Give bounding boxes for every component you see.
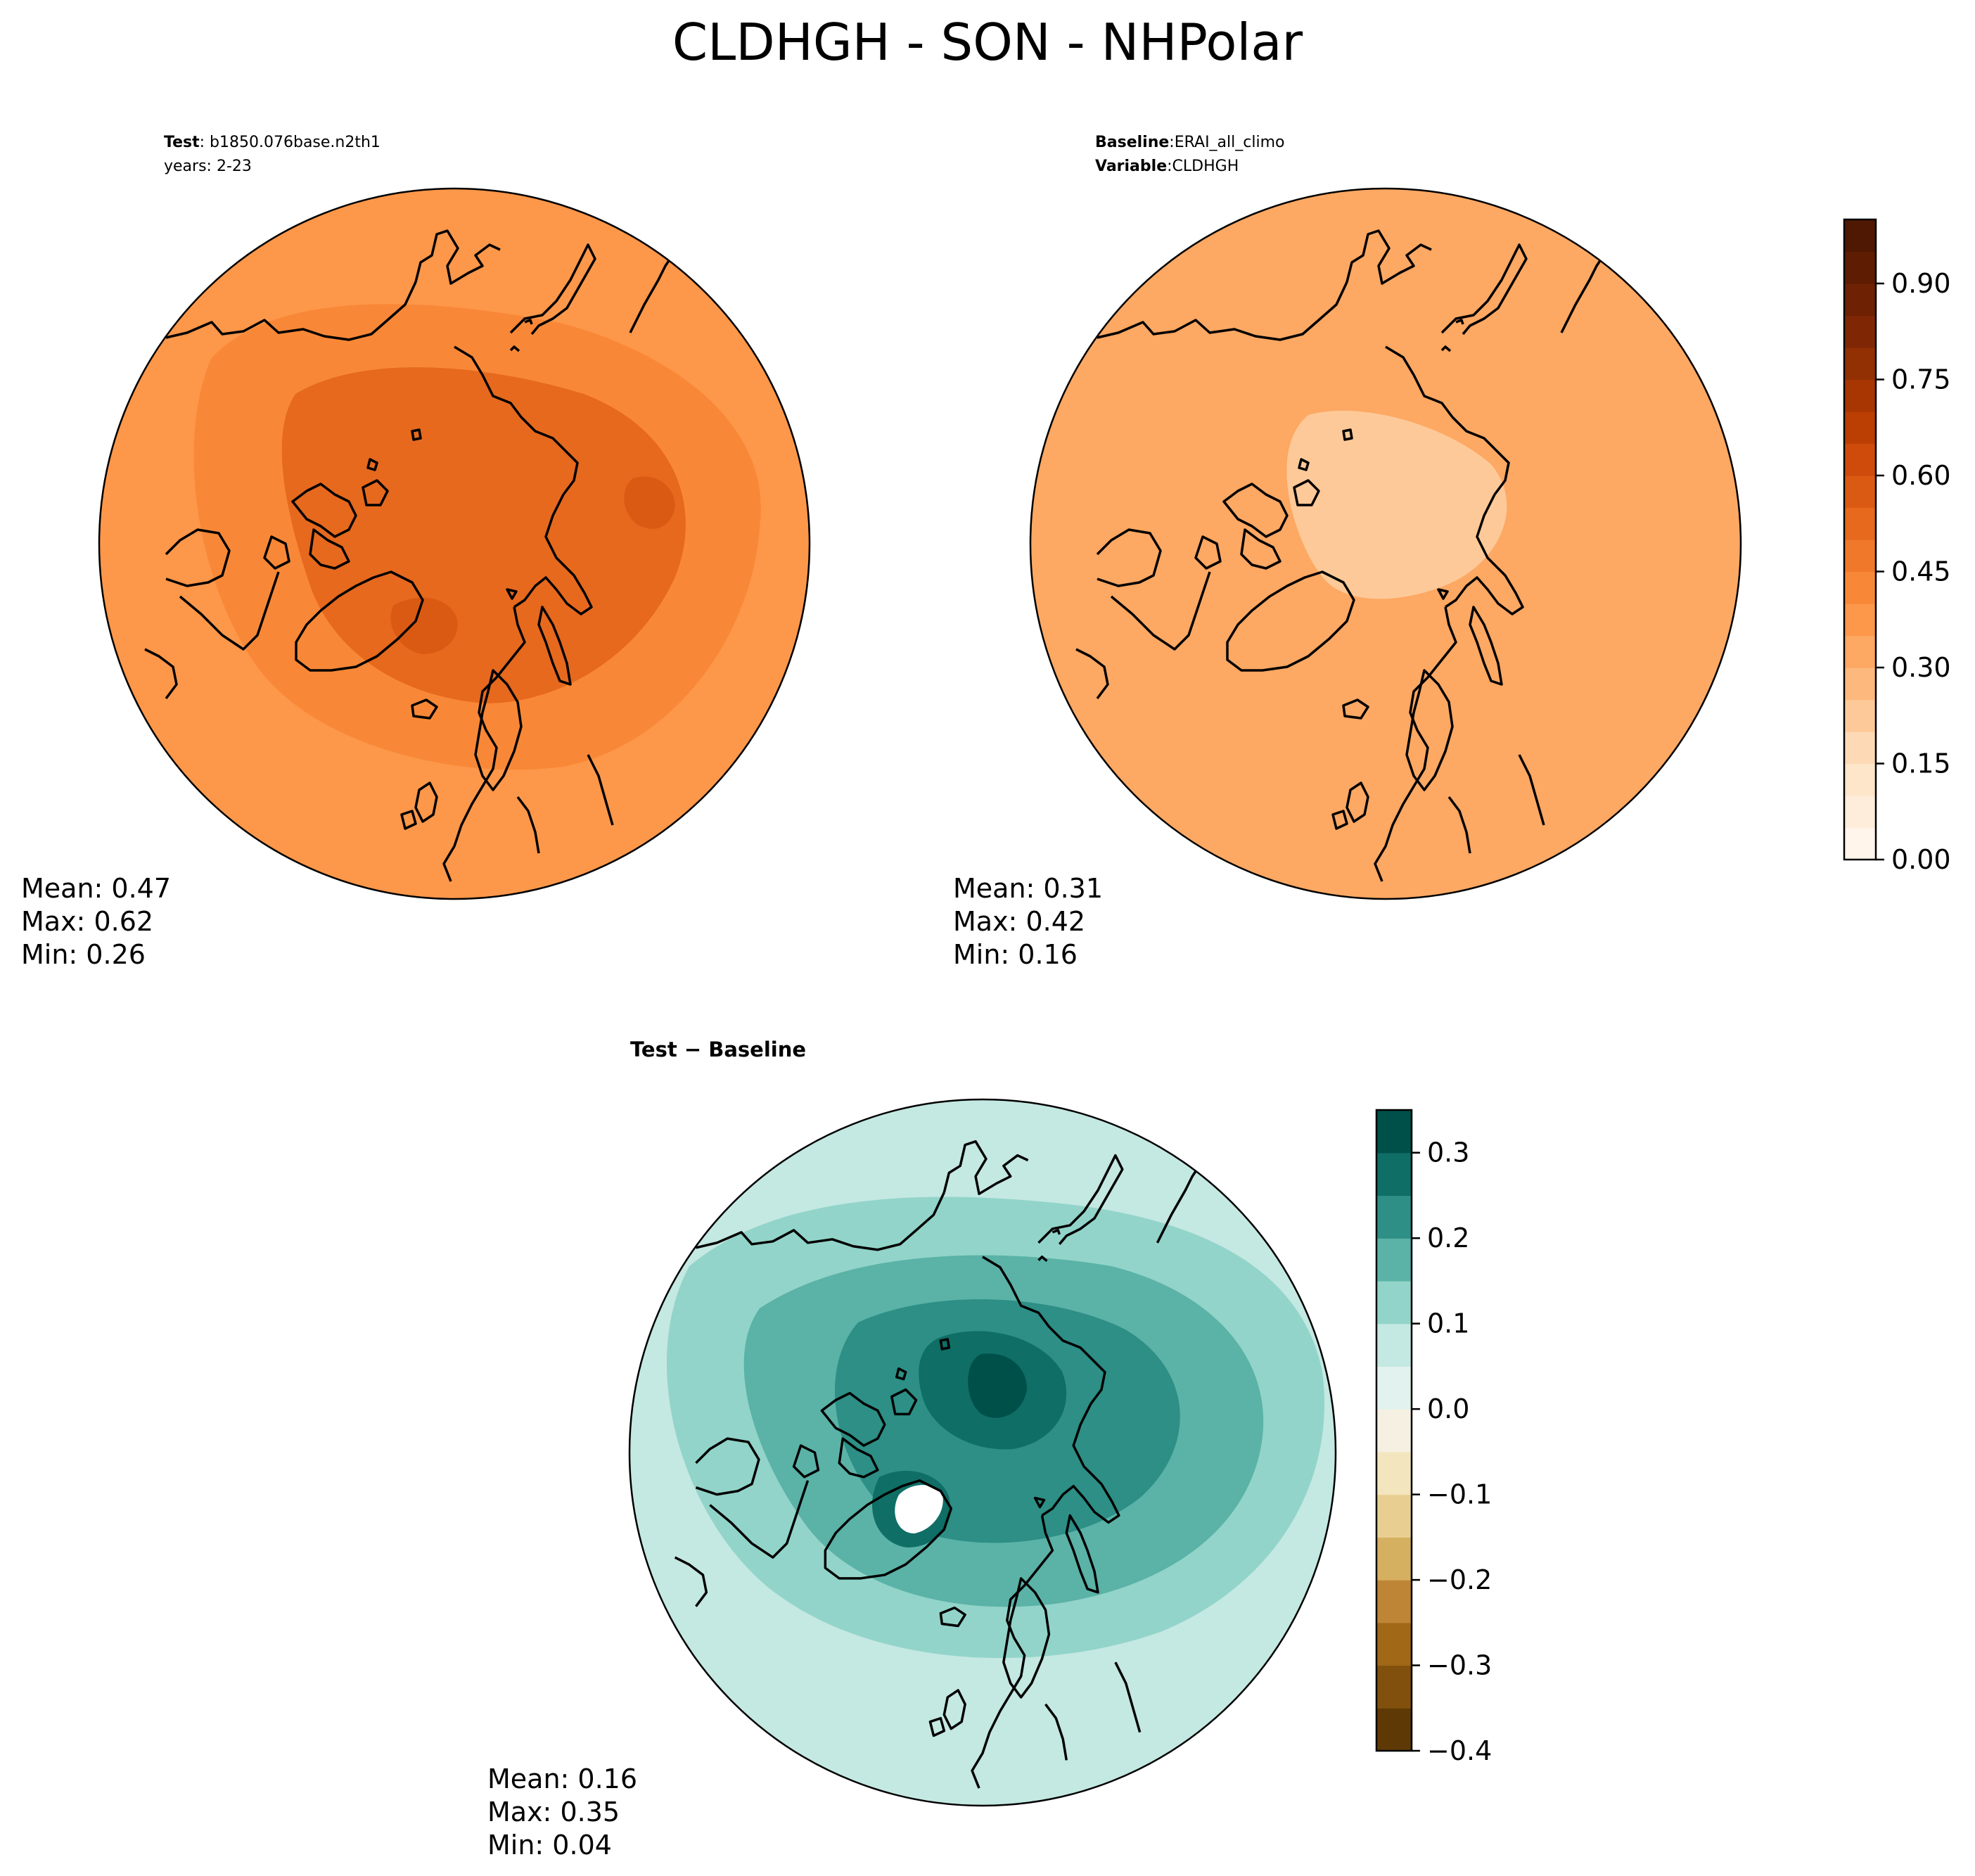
baseline-min: Min: 0.16: [953, 939, 1078, 970]
variable-name: CLDHGH: [1172, 158, 1239, 175]
colorbar-diff-tick-label: −0.4: [1427, 1735, 1492, 1766]
baseline-map-contour-low: [1286, 410, 1507, 599]
baseline-label-key: Baseline: [1095, 134, 1170, 151]
colorbar-diff-swatch: [1376, 1622, 1412, 1666]
test-label-key: Test: [164, 134, 200, 151]
figure-title: CLDHGH - SON - NHPolar: [672, 13, 1303, 72]
colorbar-diff-tick-label: 0.2: [1427, 1223, 1469, 1253]
colorbar-diff-swatch: [1376, 1195, 1412, 1239]
colorbar-main-tick-label: 0.90: [1891, 268, 1951, 299]
colorbar-main-swatch: [1844, 604, 1876, 637]
colorbar-diff: −0.4 −0.3 −0.2 −0.1 0.0 0.1 0.2 0.3: [1375, 1109, 1492, 1766]
diff-map-contour-5: [968, 1353, 1027, 1418]
colorbar-diff-swatch: [1376, 1280, 1412, 1325]
colorbar-main-swatch: [1844, 732, 1876, 765]
colorbar-main-tick-label: 0.15: [1891, 748, 1951, 779]
baseline-case-name: ERAI_all_climo: [1174, 134, 1285, 151]
colorbar-diff-swatch: [1376, 1238, 1412, 1282]
baseline-map: [1029, 187, 1742, 900]
colorbar-main-swatch: [1844, 796, 1876, 829]
colorbar-diff-tick-label: 0.1: [1427, 1308, 1469, 1339]
baseline-max: Max: 0.42: [953, 906, 1086, 937]
colorbar-main-swatch: [1844, 251, 1876, 284]
colorbar-diff-swatch: [1376, 1110, 1412, 1154]
diff-map-boundary: [628, 1098, 1337, 1807]
colorbar-diff-swatch: [1376, 1537, 1412, 1581]
colorbar-diff-swatch: [1376, 1451, 1412, 1495]
colorbar-main-tick-label: 0.45: [1891, 556, 1951, 587]
test-map: [98, 187, 811, 900]
test-min: Min: 0.26: [21, 939, 146, 970]
colorbar-diff-tick-label: −0.1: [1427, 1479, 1492, 1510]
colorbar-diff-swatch: [1376, 1409, 1412, 1453]
test-stats: Mean: 0.47 Max: 0.62 Min: 0.26: [21, 872, 171, 971]
diff-map: [628, 1098, 1337, 1807]
colorbar-main-frame: [1843, 218, 1877, 861]
diff-max: Max: 0.35: [487, 1797, 620, 1827]
colorbar-diff-frame: [1375, 1109, 1413, 1752]
colorbar-main-swatch: [1844, 827, 1876, 860]
test-mean: Mean: 0.47: [21, 873, 172, 904]
colorbar-main-swatch: [1844, 219, 1876, 253]
colorbar-main-swatch: [1844, 507, 1876, 540]
variable-label-sep: :: [1167, 158, 1172, 175]
colorbar-diff-swatch: [1376, 1494, 1412, 1538]
colorbar-diff-swatch: [1376, 1366, 1412, 1410]
test-case-label: Test: b1850.076base.n2th1 years: 2-23: [164, 131, 381, 179]
colorbar-main: 0.00 0.15 0.30 0.45 0.60 0.75 0.90: [1843, 218, 1951, 875]
colorbar-main-tick-label: 0.00: [1891, 844, 1951, 875]
colorbar-main-swatch: [1844, 379, 1876, 412]
test-max: Max: 0.62: [21, 906, 154, 937]
colorbar-main-tick-label: 0.60: [1891, 460, 1951, 491]
colorbar-diff-swatch: [1376, 1708, 1412, 1751]
test-map-boundary: [98, 187, 811, 900]
colorbar-main-swatch: [1844, 283, 1876, 317]
test-years: years: 2-23: [164, 158, 252, 175]
colorbar-diff-tick-label: 0.3: [1427, 1137, 1469, 1168]
baseline-map-boundary: [1029, 187, 1742, 900]
diff-title: Test − Baseline: [630, 1038, 807, 1061]
colorbar-diff-swatch: [1376, 1152, 1412, 1197]
test-case-name: b1850.076base.n2th1: [210, 134, 381, 151]
colorbar-diff-tick-label: −0.2: [1427, 1564, 1492, 1595]
test-map-contour-high: [281, 367, 686, 703]
diff-mean: Mean: 0.16: [487, 1763, 638, 1794]
colorbar-main-swatch: [1844, 540, 1876, 573]
diff-map-missing-region: [895, 1485, 943, 1533]
baseline-mean: Mean: 0.31: [953, 873, 1104, 904]
test-label-sep: :: [199, 134, 205, 151]
colorbar-main-swatch: [1844, 411, 1876, 445]
colorbar-diff-swatch: [1376, 1580, 1412, 1623]
baseline-label-sep: :: [1169, 134, 1175, 151]
colorbar-main-swatch: [1844, 347, 1876, 381]
colorbar-diff-swatch: [1376, 1665, 1412, 1709]
colorbar-main-swatch: [1844, 571, 1876, 604]
diff-min: Min: 0.04: [487, 1830, 612, 1861]
colorbar-main-swatch: [1844, 699, 1876, 732]
test-map-contour-peak: [390, 476, 675, 654]
colorbar-main-swatch: [1844, 443, 1876, 476]
colorbar-main-swatch: [1844, 476, 1876, 509]
variable-label-key: Variable: [1095, 158, 1168, 175]
colorbar-main-swatch: [1844, 763, 1876, 796]
colorbar-main-swatch: [1844, 635, 1876, 668]
colorbar-main-swatch: [1844, 668, 1876, 701]
colorbar-diff-tick-label: 0.0: [1427, 1393, 1469, 1424]
diff-stats: Mean: 0.16 Max: 0.35 Min: 0.04: [487, 1763, 637, 1862]
baseline-stats: Mean: 0.31 Max: 0.42 Min: 0.16: [953, 872, 1103, 971]
colorbar-main-tick-label: 0.75: [1891, 364, 1951, 395]
colorbar-diff-swatch: [1376, 1323, 1412, 1367]
colorbar-main-tick-label: 0.30: [1891, 652, 1951, 683]
colorbar-diff-tick-label: −0.3: [1427, 1650, 1492, 1681]
baseline-case-label: Baseline:ERAI_all_climo Variable:CLDHGH: [1095, 131, 1284, 179]
colorbar-main-swatch: [1844, 315, 1876, 348]
